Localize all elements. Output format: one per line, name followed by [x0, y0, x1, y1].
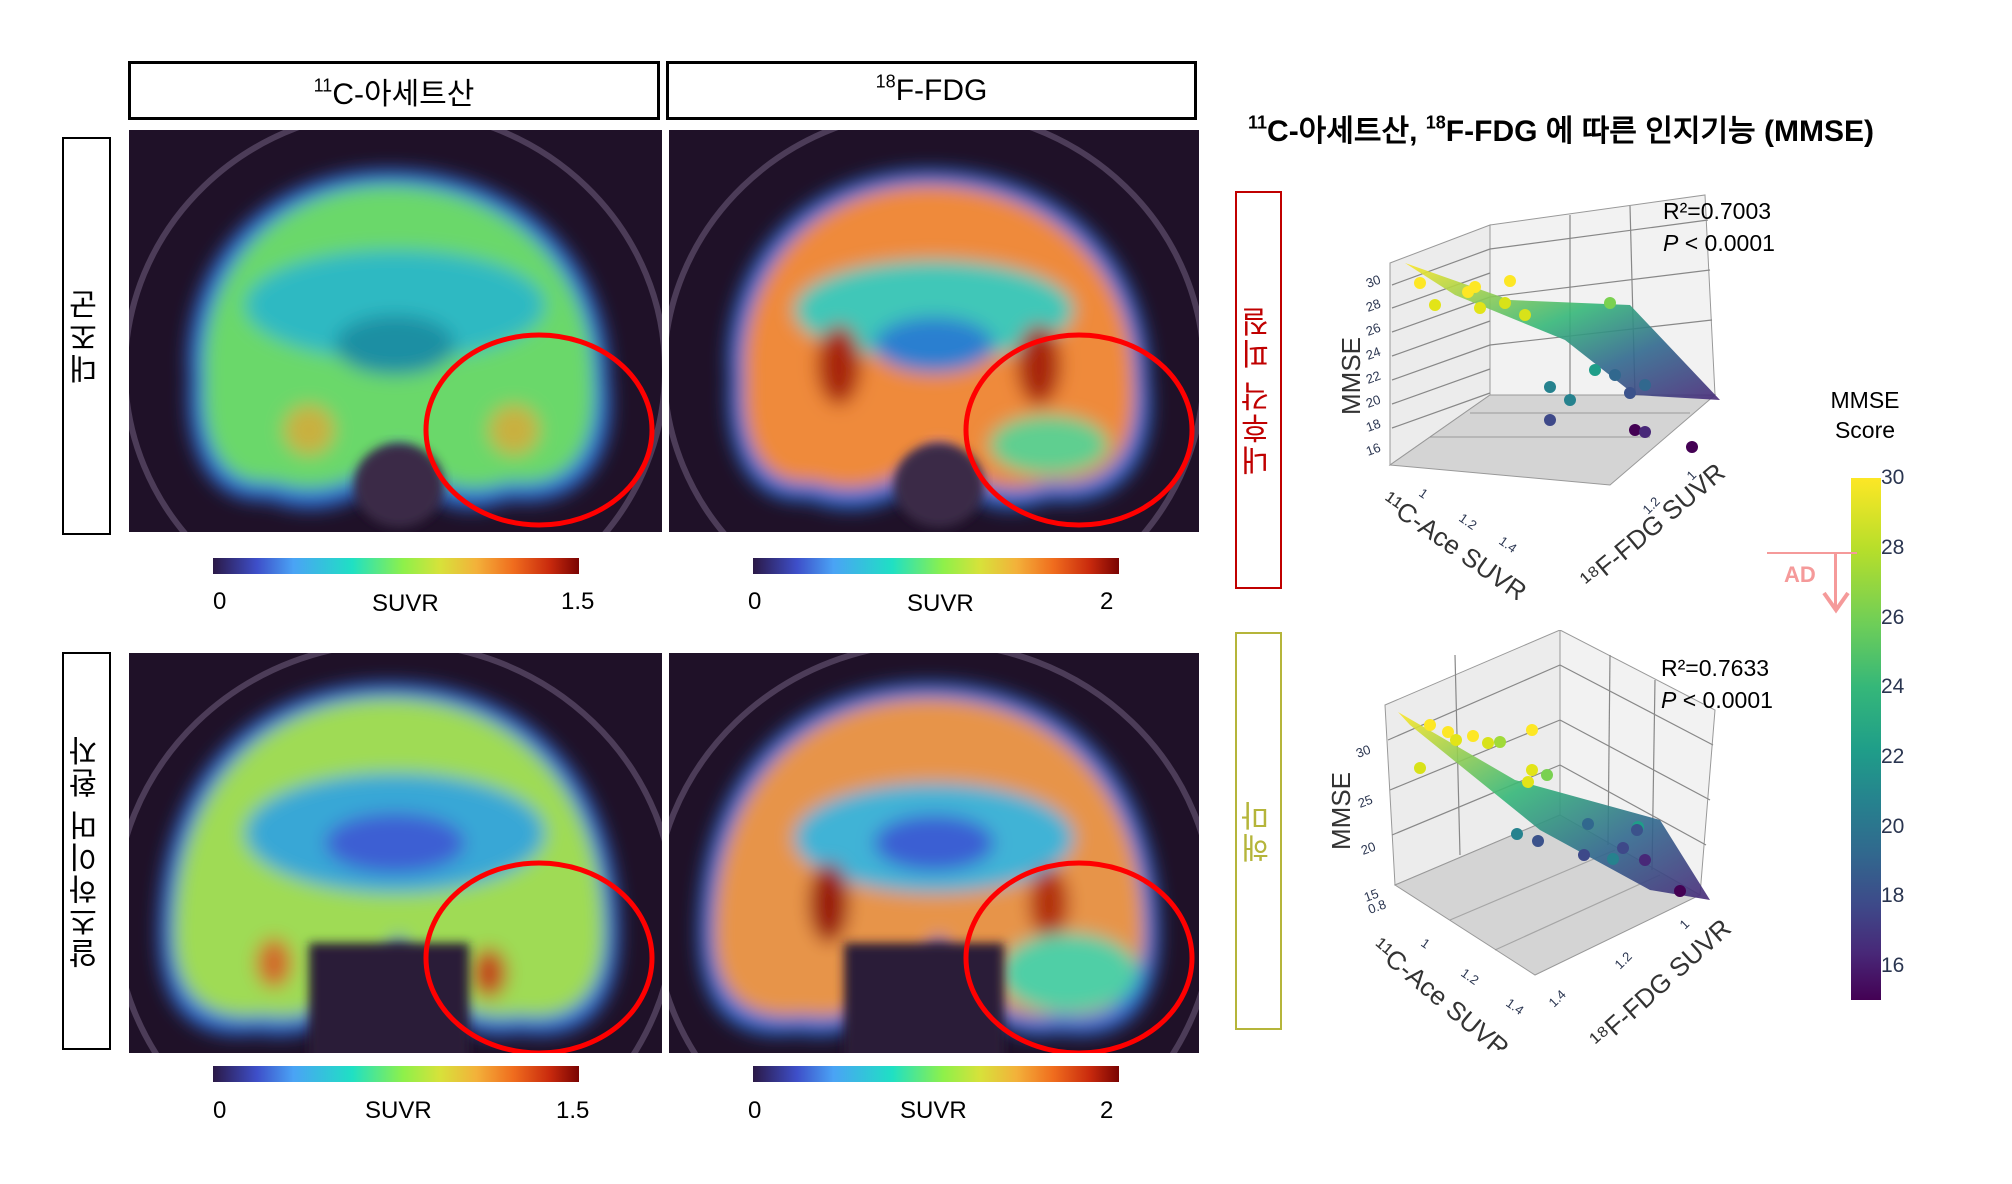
colorbar-18f-fdg-top [753, 558, 1119, 574]
colorbar-min-label: 0 [213, 588, 227, 615]
svg-text:MMSE: MMSE [1330, 772, 1356, 850]
colorbar-18f-fdg-bottom [753, 1066, 1119, 1082]
tick-label: 28 [1881, 536, 1905, 559]
svg-text:18: 18 [1364, 416, 1383, 435]
svg-text:25: 25 [1356, 792, 1375, 811]
down-arrow-icon [1822, 591, 1850, 614]
tick-label: 18 [1881, 884, 1905, 907]
3d-scatter-hippocampus: 30 25 20 15 0.8 1 1.2 1.4 1 1.2 1.4 MMSE… [1326, 629, 1800, 1063]
row-label-control: 대조군 [62, 137, 111, 535]
tick-label: 30 [1881, 466, 1905, 489]
svg-text:16: 16 [1364, 440, 1383, 459]
svg-text:1.4: 1.4 [1503, 995, 1526, 1018]
svg-text:1: 1 [1416, 485, 1431, 501]
colorbar-unit-label: SUVR [907, 590, 974, 617]
isotope-superscript: 11 [1248, 112, 1268, 133]
colorbar-max-label: 2 [1100, 1097, 1114, 1124]
p-symbol: P [1663, 230, 1679, 256]
svg-text:0.8: 0.8 [1366, 897, 1388, 917]
mmse-colorbar-ticks: 30 28 26 24 22 20 18 16 [1881, 466, 1941, 1000]
row-label-text: 알츠하이머 환자 [69, 733, 103, 969]
svg-text:¹¹C-Ace SUVR: ¹¹C-Ace SUVR [1366, 932, 1515, 1050]
p-symbol: P [1661, 687, 1677, 713]
mmse-colorbar-title: MMSE Score [1810, 385, 1920, 445]
pet-image-alzheimer-18f-fdg [669, 653, 1199, 1053]
r-squared-stat: R²=0.7633 [1661, 655, 1770, 681]
ad-label: AD [1784, 562, 1816, 587]
region-label-entorhinal-cortex: 내후각 피질 [1235, 191, 1282, 589]
colorbar-min-label: 0 [748, 588, 762, 615]
column-header-18f-fdg: 18F-FDG [666, 61, 1197, 120]
title-part: F-FDG 에 따른 인지기능 (MMSE) [1445, 115, 1874, 148]
pet-image-control-11c-acetate [129, 130, 662, 532]
svg-text:1: 1 [1418, 935, 1433, 951]
colorbar-min-label: 0 [748, 1097, 762, 1124]
colorbar-unit-label: SUVR [365, 1097, 432, 1124]
svg-text:30: 30 [1364, 272, 1383, 291]
column-header-label: C-아세트산 [332, 77, 475, 111]
mmse-colorbar [1851, 478, 1881, 1000]
region-label-text: 내후각 피질 [1241, 304, 1275, 476]
colorbar-min-label: 0 [213, 1097, 227, 1124]
svg-text:20: 20 [1364, 392, 1383, 411]
pet-image-control-18f-fdg [669, 130, 1199, 532]
svg-text:30: 30 [1354, 742, 1373, 761]
isotope-superscript: 11 [313, 74, 333, 95]
mmse-section-title: 11C-아세트산, 18F-FDG 에 따른 인지기능 (MMSE) [1248, 106, 1874, 150]
row-label-alzheimer: 알츠하이머 환자 [62, 652, 111, 1050]
colorbar-title-line: MMSE [1830, 387, 1900, 413]
isotope-superscript: 18 [875, 70, 896, 91]
svg-text:1.2: 1.2 [1458, 965, 1481, 988]
ad-threshold-line [1767, 552, 1857, 554]
svg-text:15: 15 [1362, 886, 1381, 905]
z-axis-label: MMSE [1336, 337, 1366, 415]
r-squared-stat: R²=0.7003 [1663, 198, 1772, 224]
p-value-text: < 0.0001 [1676, 687, 1773, 713]
colorbar-11c-acetate-top [213, 558, 579, 574]
chart-plot-area: 30 25 20 15 0.8 1 1.2 1.4 1 1.2 1.4 MMSE… [1326, 629, 1737, 1063]
colorbar-unit-label: SUVR [900, 1097, 967, 1124]
svg-text:1.4: 1.4 [1546, 987, 1569, 1010]
tick-label: 26 [1881, 606, 1905, 629]
ad-arrow-shaft [1834, 552, 1837, 608]
pet-image-alzheimer-11c-acetate [129, 653, 662, 1053]
svg-text:1.2: 1.2 [1612, 949, 1635, 972]
row-label-text: 대조군 [69, 288, 103, 384]
svg-text:20: 20 [1359, 839, 1378, 858]
svg-text:1.2: 1.2 [1456, 510, 1479, 533]
p-value-text: < 0.0001 [1678, 230, 1775, 256]
colorbar-title-line: Score [1834, 417, 1896, 443]
svg-text:1.4: 1.4 [1496, 533, 1519, 556]
colorbar-max-label: 2 [1100, 588, 1114, 615]
chart-plot-area: 30 28 26 24 22 20 18 16 1 1.2 1.4 1 1.2 … [1336, 194, 1731, 607]
svg-text:22: 22 [1364, 368, 1383, 387]
tick-label: 24 [1881, 675, 1905, 698]
region-label-hippocampus: 해마 [1235, 632, 1282, 1030]
isotope-superscript: 18 [1425, 112, 1446, 133]
svg-text:26: 26 [1364, 320, 1383, 339]
column-header-11c-acetate: 11C-아세트산 [128, 61, 660, 120]
title-part: C-아세트산, [1267, 115, 1426, 148]
p-value-stat: P < 0.0001 [1663, 227, 1775, 259]
colorbar-max-label: 1.5 [556, 1097, 590, 1124]
column-header-label: F-FDG [895, 73, 988, 107]
tick-label: 22 [1881, 745, 1905, 768]
region-label-text: 해마 [1241, 799, 1275, 863]
colorbar-unit-label: SUVR [372, 590, 439, 617]
colorbar-max-label: 1.5 [561, 588, 595, 615]
tick-label: 16 [1881, 954, 1905, 977]
svg-text:1: 1 [1677, 916, 1693, 932]
p-value-stat: P < 0.0001 [1661, 684, 1773, 716]
colorbar-11c-acetate-bottom [213, 1066, 579, 1082]
svg-text:28: 28 [1364, 296, 1383, 315]
3d-scatter-entorhinal: 30 28 26 24 22 20 18 16 1 1.2 1.4 1 1.2 … [1330, 185, 1800, 607]
svg-text:24: 24 [1364, 344, 1383, 363]
tick-label: 20 [1881, 815, 1905, 838]
